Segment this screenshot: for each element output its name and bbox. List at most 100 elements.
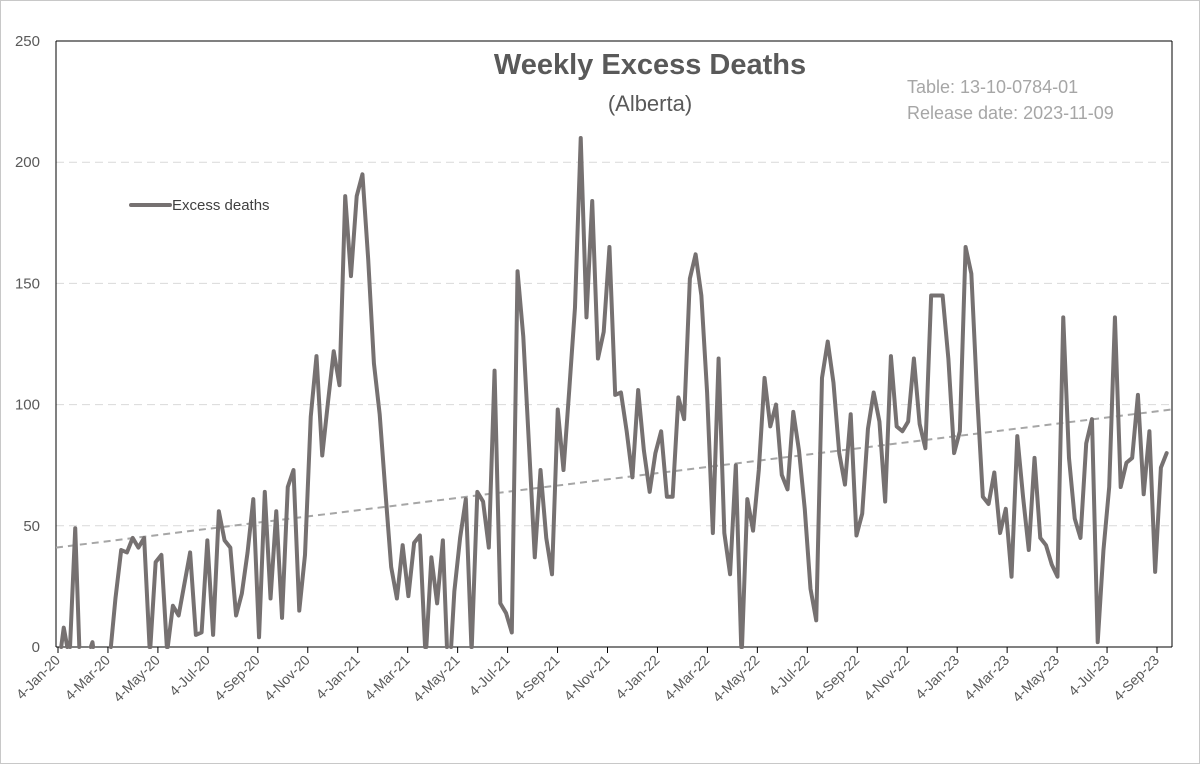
data-point	[879, 421, 880, 422]
data-point	[735, 465, 736, 466]
data-point	[1051, 564, 1052, 565]
data-point	[253, 499, 254, 500]
data-point	[506, 613, 507, 614]
data-point	[753, 530, 754, 531]
data-point	[385, 491, 386, 492]
x-tick-label: 4-May-20	[110, 652, 163, 705]
series-line-excess-deaths	[59, 135, 1169, 649]
trend-line	[55, 408, 1173, 549]
data-point	[844, 484, 845, 485]
data-point	[483, 501, 484, 502]
data-point	[362, 174, 363, 175]
y-tick-label: 50	[23, 518, 40, 535]
data-point	[592, 200, 593, 201]
data-point	[529, 445, 530, 446]
data-point	[368, 259, 369, 260]
x-tick-label: 4-Mar-23	[961, 652, 1013, 704]
data-point	[224, 540, 225, 541]
data-point	[1074, 518, 1075, 519]
data-point	[1034, 457, 1035, 458]
y-axis-ticks: 0 50 100 150 200 250	[15, 33, 40, 656]
data-point	[770, 426, 771, 427]
data-point	[655, 453, 656, 454]
data-point	[948, 358, 949, 359]
data-point	[1068, 457, 1069, 458]
data-point	[730, 574, 731, 575]
data-point	[195, 634, 196, 635]
data-point	[695, 254, 696, 255]
data-point	[419, 535, 420, 536]
data-point	[764, 377, 765, 378]
data-point	[1160, 467, 1161, 468]
data-point	[586, 317, 587, 318]
data-point	[477, 491, 478, 492]
data-point	[712, 533, 713, 534]
data-point	[810, 588, 811, 589]
x-tick-label: 4-Jul-23	[1065, 652, 1112, 699]
data-point	[1086, 443, 1087, 444]
data-point	[1063, 317, 1064, 318]
data-point	[327, 402, 328, 403]
data-point	[787, 489, 788, 490]
data-point	[827, 341, 828, 342]
x-tick-label: 4-Jan-23	[912, 652, 963, 703]
data-point	[293, 470, 294, 471]
data-point	[908, 421, 909, 422]
data-point	[793, 411, 794, 412]
data-point	[862, 513, 863, 514]
data-point	[454, 591, 455, 592]
data-point	[821, 377, 822, 378]
data-point	[460, 537, 461, 538]
data-point	[603, 331, 604, 332]
data-point	[201, 632, 202, 633]
data-point	[75, 528, 76, 529]
chart-subtitle: (Alberta)	[608, 91, 692, 116]
data-point	[804, 508, 805, 509]
x-tick-label: 4-May-22	[709, 652, 762, 705]
x-tick-label: 4-May-23	[1009, 652, 1062, 705]
data-point	[552, 574, 553, 575]
data-point	[1011, 576, 1012, 577]
data-point	[144, 537, 145, 538]
data-point	[184, 583, 185, 584]
y-tick-label: 150	[15, 275, 40, 292]
data-point	[666, 496, 667, 497]
data-point	[856, 535, 857, 536]
data-point	[1103, 550, 1104, 551]
data-point	[661, 431, 662, 432]
data-point	[574, 307, 575, 308]
x-tick-label: 4-Sep-22	[810, 652, 862, 704]
data-point	[988, 503, 989, 504]
data-point	[259, 637, 260, 638]
data-point	[1132, 457, 1133, 458]
data-point	[465, 499, 466, 500]
data-point	[155, 562, 156, 563]
data-point	[569, 390, 570, 391]
data-point	[523, 336, 524, 337]
data-point	[511, 632, 512, 633]
data-point	[132, 537, 133, 538]
chart-title: Weekly Excess Deaths	[494, 49, 806, 81]
data-point	[747, 499, 748, 500]
y-tick-label: 250	[15, 33, 40, 50]
data-point	[534, 557, 535, 558]
data-point	[1091, 419, 1092, 420]
gridlines	[56, 161, 1172, 527]
data-point	[408, 596, 409, 597]
data-point	[638, 390, 639, 391]
data-point	[356, 196, 357, 197]
data-point	[379, 414, 380, 415]
data-point	[207, 540, 208, 541]
data-point	[580, 137, 581, 138]
data-point	[1109, 487, 1110, 488]
data-point	[913, 358, 914, 359]
data-point	[689, 278, 690, 279]
release-date-note: Release date: 2023-11-09	[907, 103, 1114, 123]
data-point	[816, 620, 817, 621]
data-point	[339, 385, 340, 386]
data-point	[236, 615, 237, 616]
data-point	[672, 496, 673, 497]
data-point	[718, 358, 719, 359]
